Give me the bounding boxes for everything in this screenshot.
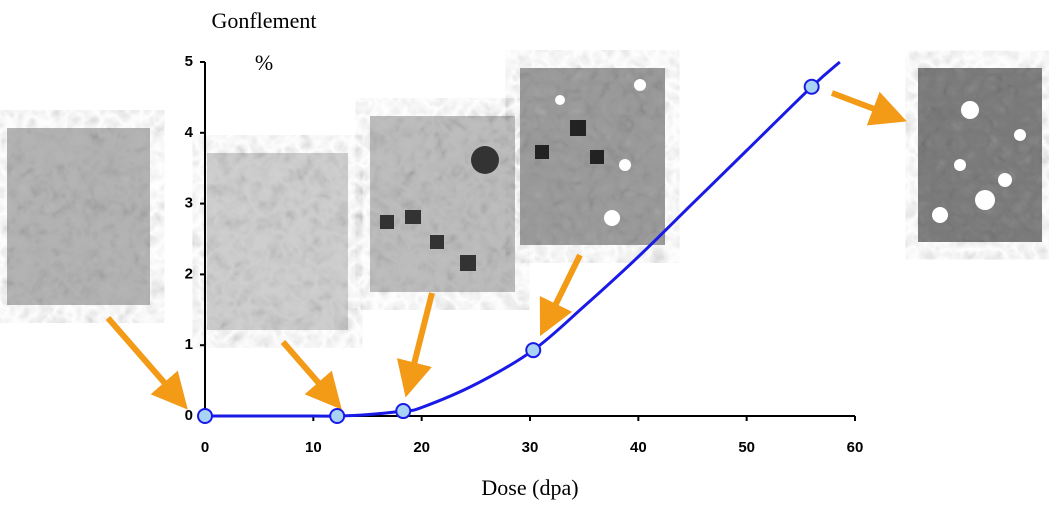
data-point	[329, 408, 346, 424]
voids	[535, 79, 646, 226]
x-tick-label: 60	[847, 439, 864, 456]
precipitates	[380, 146, 499, 271]
data-point	[197, 408, 213, 424]
micrograph-texture	[7, 128, 150, 305]
y-tick-label: 2	[185, 265, 193, 282]
x-tick-label: 20	[413, 439, 430, 456]
y-axis-title: Gonflement	[211, 8, 316, 33]
x-tick-label: 30	[522, 439, 539, 456]
micrograph-texture	[370, 116, 515, 292]
x-axis-title: Dose (dpa)	[481, 475, 578, 500]
y-tick-label: 3	[185, 195, 193, 212]
x-tick-label: 10	[305, 439, 322, 456]
x-tick-label: 40	[630, 439, 647, 456]
micrograph-texture	[207, 153, 348, 330]
voids	[932, 101, 1026, 223]
y-tick-label: 1	[185, 336, 193, 353]
y-tick-label: 0	[185, 407, 193, 424]
y-tick-label: 5	[185, 53, 193, 70]
y-axis-unit: %	[255, 50, 273, 75]
arrows	[105, 90, 907, 410]
data-point	[525, 342, 542, 359]
curve	[204, 60, 841, 418]
y-tick-label: 4	[185, 124, 194, 141]
data-point	[803, 78, 820, 95]
x-tick-label: 0	[201, 439, 209, 456]
data-point	[395, 403, 412, 420]
micrographs	[7, 68, 1042, 330]
x-tick-label: 50	[738, 439, 755, 456]
